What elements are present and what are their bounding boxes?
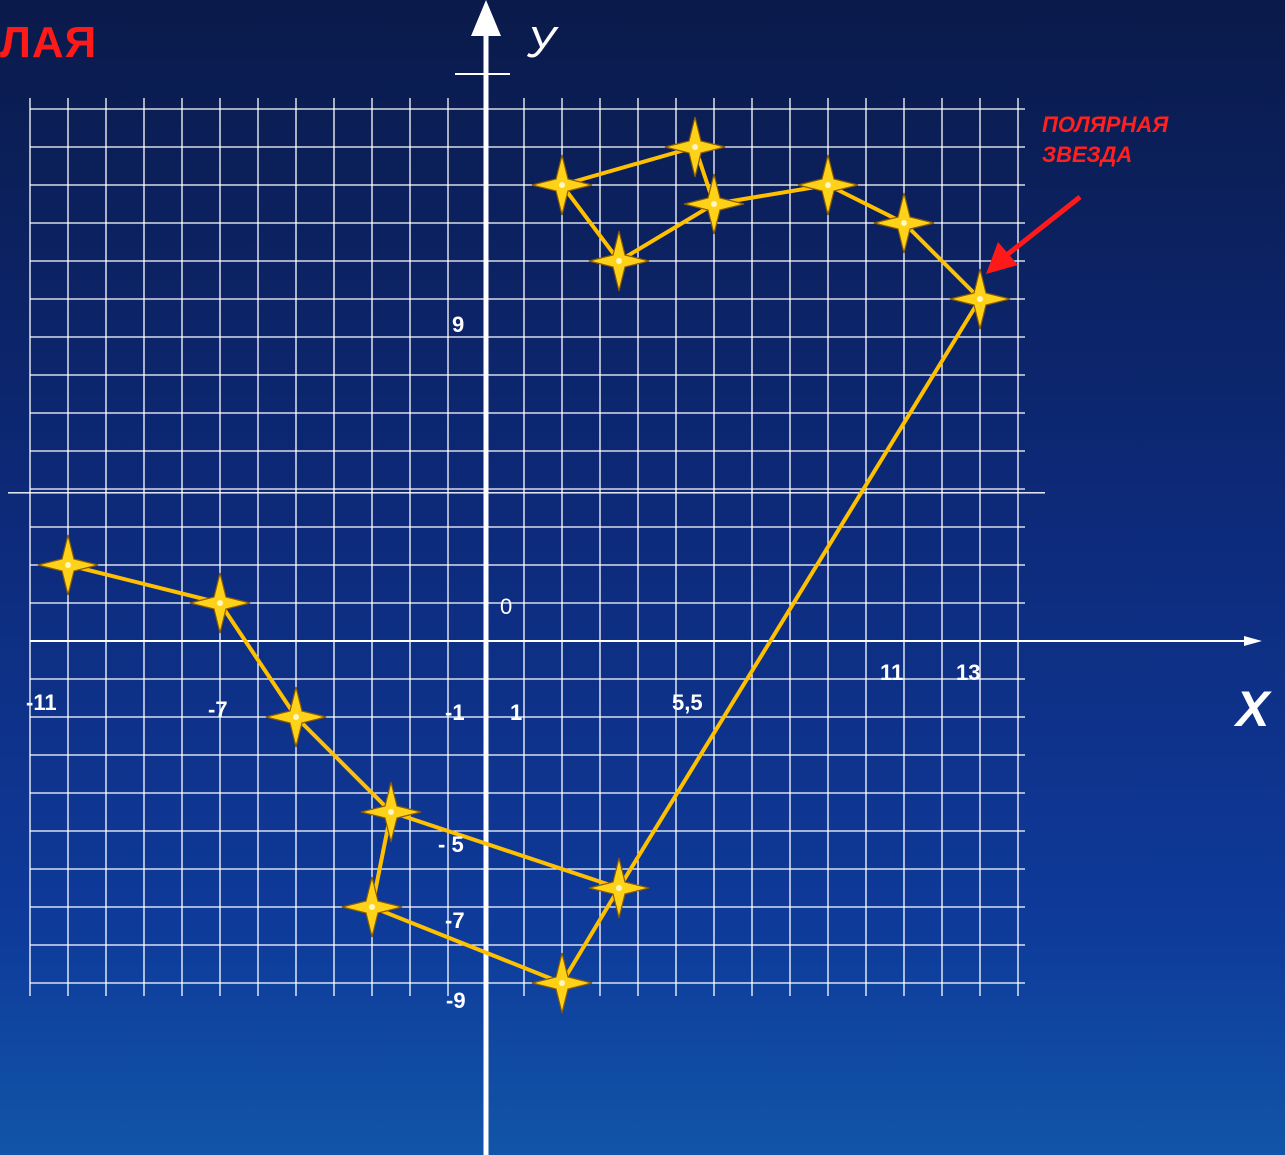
- star-core: [825, 182, 831, 188]
- origin-label: 0: [500, 594, 513, 619]
- star-core: [388, 809, 394, 815]
- star-core: [369, 904, 375, 910]
- polar-star-arrow: [986, 195, 1082, 274]
- star-core: [293, 714, 299, 720]
- star-core: [977, 296, 983, 302]
- x-tick-13: 13: [956, 660, 981, 685]
- coordinate-axes: [30, 0, 1262, 1155]
- y-tick-9: 9: [452, 312, 465, 337]
- star-core: [217, 600, 223, 606]
- polar-star-label-line2: ЗВЕЗДА: [1042, 142, 1133, 167]
- star-core: [616, 885, 622, 891]
- x-tick-5-5: 5,5: [672, 690, 703, 715]
- constellation-line: [560, 145, 982, 301]
- y-tick-neg7: -7: [445, 908, 465, 933]
- star-core: [616, 258, 622, 264]
- coordinate-grid: [8, 98, 1045, 996]
- x-tick-neg7: -7: [208, 697, 228, 722]
- star-core: [559, 182, 565, 188]
- x-axis-arrow: [1244, 636, 1262, 646]
- x-tick-11: 11: [880, 660, 904, 685]
- star-core: [65, 562, 71, 568]
- constellation-line: [67, 563, 621, 985]
- constellation-lines: [67, 145, 982, 985]
- y-tick-neg5: - 5: [438, 832, 464, 857]
- constellation-stars: [37, 116, 1011, 1014]
- x-axis-label: X: [1236, 681, 1270, 737]
- x-tick-1: 1: [510, 700, 523, 725]
- star-core: [711, 201, 717, 207]
- star-core: [692, 144, 698, 150]
- title-fragment: ЛАЯ: [0, 18, 98, 67]
- polar-star-label-line1: ПОЛЯРНАЯ: [1042, 112, 1169, 137]
- x-tick-neg1: -1: [445, 700, 465, 725]
- y-tick-neg9: -9: [446, 988, 466, 1013]
- polar-star-label: ПОЛЯРНАЯ ЗВЕЗДА: [1042, 110, 1262, 170]
- constellation-line: [617, 297, 982, 890]
- star-core: [559, 980, 565, 986]
- y-axis-label: У: [527, 18, 556, 67]
- x-tick-neg11: -11: [26, 690, 57, 715]
- y-axis-arrow: [471, 0, 501, 36]
- star-core: [901, 220, 907, 226]
